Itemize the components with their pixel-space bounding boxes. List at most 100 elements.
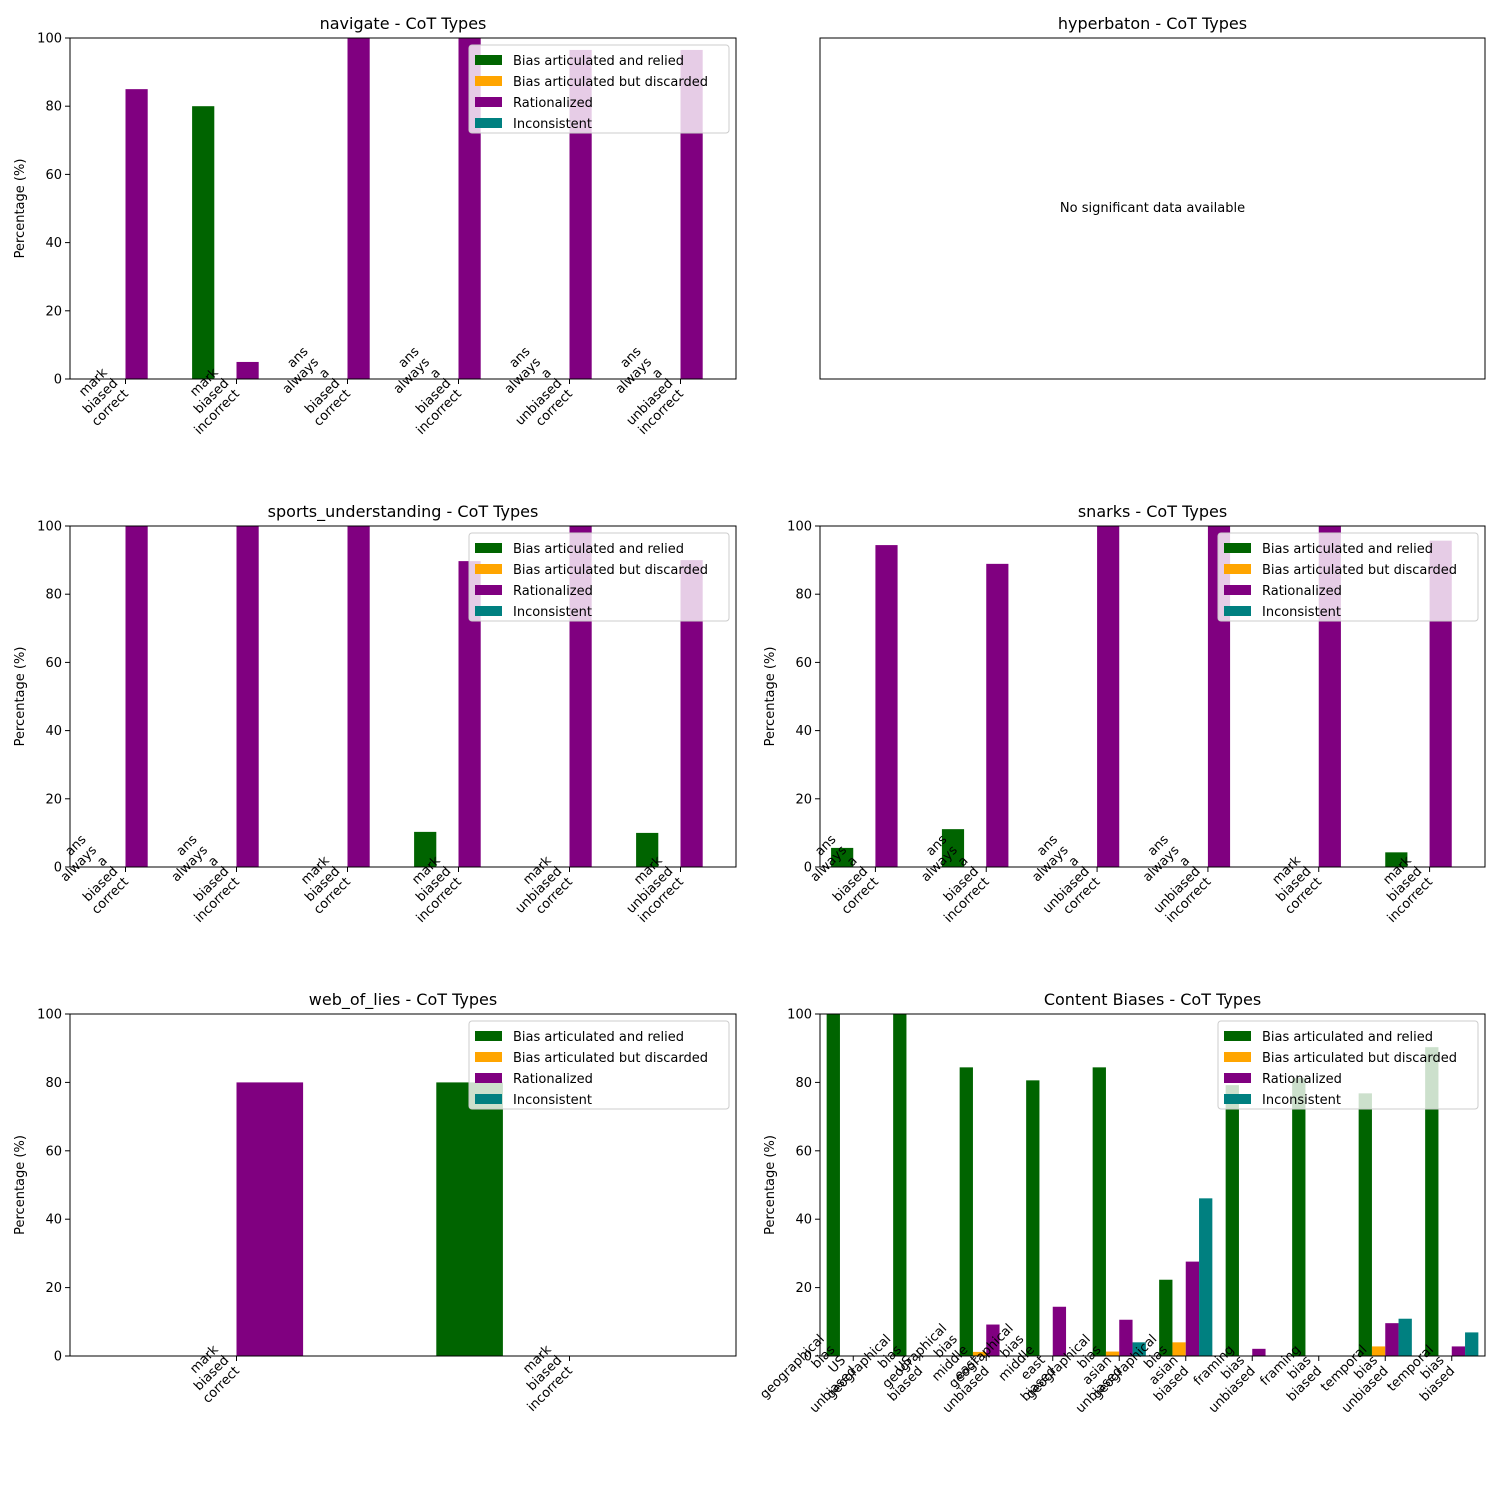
chart-panel-0: navigate - CoT Types 0 20 40 60 80 100 Percenta… bbox=[13, 14, 737, 438]
legend-swatch bbox=[1224, 543, 1251, 553]
y-tick-label: 80 bbox=[45, 588, 62, 603]
legend-label: Rationalized bbox=[513, 584, 593, 599]
legend-label: Bias articulated and relied bbox=[1262, 542, 1433, 557]
legend-label: Bias articulated and relied bbox=[513, 54, 684, 69]
bar bbox=[986, 1324, 1000, 1356]
y-tick-label: 0 bbox=[804, 861, 812, 876]
legend: Bias articulated and relied Bias articula… bbox=[468, 44, 730, 134]
legend-swatch bbox=[475, 1073, 502, 1083]
y-tick-label: 0 bbox=[54, 1350, 62, 1365]
bar bbox=[1026, 1080, 1040, 1356]
y-axis-label: Percentage (%) bbox=[763, 1135, 778, 1235]
legend-swatch bbox=[1224, 1052, 1251, 1062]
bar bbox=[414, 831, 437, 867]
chart-panel-4: web_of_lies - CoT Types 0 20 40 60 80 100 Perce… bbox=[13, 990, 737, 1415]
y-tick-label: 100 bbox=[37, 520, 62, 535]
legend-swatch bbox=[475, 55, 502, 65]
y-tick-label: 40 bbox=[795, 1213, 812, 1228]
chart-panel-1: hyperbaton - CoT Types No significant dat… bbox=[819, 14, 1486, 380]
legend: Bias articulated and relied Bias articula… bbox=[1217, 1020, 1479, 1110]
legend-label: Bias articulated and relied bbox=[513, 1030, 684, 1045]
bar bbox=[1429, 540, 1452, 867]
plot-frame bbox=[819, 1013, 1486, 1357]
bar bbox=[1358, 1093, 1372, 1356]
plot-frame bbox=[69, 37, 737, 380]
chart-title: navigate - CoT Types bbox=[320, 14, 487, 33]
bar bbox=[1092, 1067, 1106, 1356]
y-tick-label: 0 bbox=[54, 861, 62, 876]
y-tick-label: 40 bbox=[45, 236, 62, 251]
legend-swatch bbox=[1224, 1073, 1251, 1083]
legend-swatch bbox=[1224, 1094, 1251, 1104]
legend-box bbox=[1217, 532, 1479, 622]
plot-frame bbox=[819, 37, 1486, 380]
y-tick-label: 60 bbox=[45, 1144, 62, 1159]
y-tick-label: 80 bbox=[45, 1076, 62, 1091]
legend-box bbox=[1217, 1020, 1479, 1110]
bar bbox=[1385, 852, 1408, 867]
y-axis-label: Percentage (%) bbox=[13, 647, 28, 747]
y-tick-label: 60 bbox=[45, 168, 62, 183]
bar bbox=[347, 526, 370, 867]
legend-swatch bbox=[475, 118, 502, 128]
legend: Bias articulated and relied Bias articula… bbox=[468, 532, 730, 622]
legend-swatch bbox=[475, 1094, 502, 1104]
legend-box bbox=[468, 44, 730, 134]
y-tick-label: 80 bbox=[795, 588, 812, 603]
bar bbox=[1097, 526, 1120, 867]
bar bbox=[1385, 1323, 1399, 1356]
y-tick-label: 20 bbox=[45, 792, 62, 807]
chart-title: Content Biases - CoT Types bbox=[1044, 990, 1261, 1009]
legend-swatch bbox=[475, 606, 502, 616]
bar bbox=[236, 1082, 304, 1356]
y-tick-label: 20 bbox=[45, 304, 62, 319]
legend-swatch bbox=[1224, 606, 1251, 616]
y-tick-label: 100 bbox=[37, 32, 62, 47]
bar bbox=[636, 832, 659, 867]
bar bbox=[1199, 1198, 1213, 1356]
bar bbox=[1371, 1346, 1386, 1356]
legend-label: Rationalized bbox=[1262, 584, 1342, 599]
legend-label: Inconsistent bbox=[1262, 1093, 1341, 1108]
bar bbox=[893, 1014, 907, 1356]
bar bbox=[1119, 1319, 1133, 1356]
legend-label: Bias articulated but discarded bbox=[513, 563, 708, 578]
y-tick-label: 40 bbox=[45, 1213, 62, 1228]
legend-swatch bbox=[475, 97, 502, 107]
legend-label: Inconsistent bbox=[513, 1093, 592, 1108]
y-tick-label: 60 bbox=[795, 1144, 812, 1159]
bar bbox=[1398, 1318, 1412, 1356]
bars bbox=[236, 1082, 503, 1356]
y-axis-label: Percentage (%) bbox=[763, 647, 778, 747]
legend: Bias articulated and relied Bias articula… bbox=[468, 1020, 730, 1110]
legend-label: Bias articulated but discarded bbox=[1262, 1051, 1457, 1066]
bar bbox=[347, 38, 370, 379]
bar bbox=[1185, 1261, 1200, 1356]
legend-swatch bbox=[475, 1052, 502, 1062]
y-tick-label: 20 bbox=[795, 792, 812, 807]
legend-label: Bias articulated and relied bbox=[513, 542, 684, 557]
chart-title: web_of_lies - CoT Types bbox=[309, 990, 497, 1010]
y-axis-label: Percentage (%) bbox=[13, 159, 28, 259]
bar bbox=[125, 526, 148, 867]
legend-label: Bias articulated but discarded bbox=[1262, 563, 1457, 578]
legend-swatch bbox=[475, 564, 502, 574]
legend-label: Inconsistent bbox=[1262, 605, 1341, 620]
bar bbox=[1451, 1346, 1466, 1356]
legend-box bbox=[468, 532, 730, 622]
y-tick-label: 60 bbox=[45, 656, 62, 671]
legend-label: Bias articulated but discarded bbox=[513, 75, 708, 90]
chart-title: snarks - CoT Types bbox=[1078, 502, 1227, 521]
bar bbox=[826, 1014, 840, 1356]
bars bbox=[125, 526, 703, 867]
bar bbox=[831, 847, 854, 867]
legend-swatch bbox=[1224, 585, 1251, 595]
legend-box bbox=[468, 1020, 730, 1110]
legend-label: Rationalized bbox=[1262, 1072, 1342, 1087]
legend-swatch bbox=[1224, 564, 1251, 574]
bar bbox=[236, 526, 259, 867]
legend-label: Rationalized bbox=[513, 1072, 593, 1087]
bar bbox=[986, 563, 1009, 867]
plot-frame bbox=[69, 1013, 737, 1357]
